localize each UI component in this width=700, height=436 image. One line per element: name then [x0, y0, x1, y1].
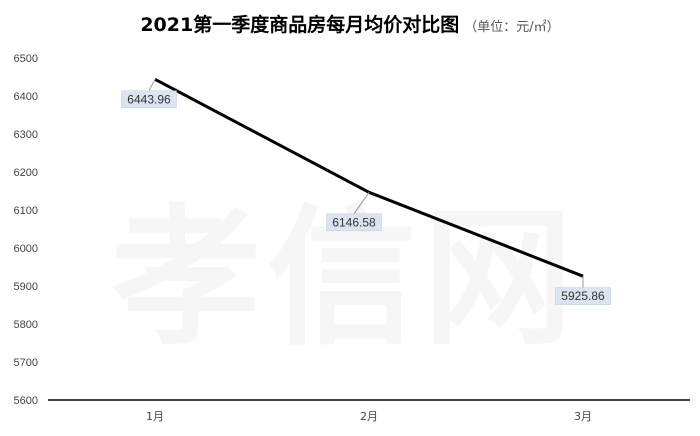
data-labels: 6443.96 6146.58 5925.86 [121, 79, 611, 305]
y-tick-label: 6500 [14, 53, 38, 65]
y-tick-label: 6000 [14, 243, 38, 255]
y-tick-label: 5900 [14, 281, 38, 293]
y-tick-label: 6300 [14, 129, 38, 141]
y-axis: 5600 5700 5800 5900 6000 6100 6200 6300 6400 6500 [14, 53, 38, 407]
chart-title-unit: （单位：元/㎡） [464, 20, 559, 35]
y-tick-label: 5800 [14, 319, 38, 331]
data-label: 6146.58 [332, 215, 376, 229]
x-axis: 1月 2月 3月 [146, 410, 592, 423]
data-label-leader [148, 79, 156, 92]
y-tick-label: 6100 [14, 205, 38, 217]
y-tick-label: 5700 [14, 357, 38, 369]
y-tick-label: 6200 [14, 167, 38, 179]
data-label-leader [353, 192, 370, 215]
chart-title: 2021第一季度商品房每月均价对比图 （单位：元/㎡） [140, 13, 559, 36]
x-tick-label: 1月 [146, 410, 164, 423]
data-label: 5925.86 [561, 289, 605, 303]
x-tick-label: 2月 [360, 410, 378, 423]
data-label: 6443.96 [127, 92, 171, 106]
data-label-box [555, 287, 611, 305]
data-label-box [121, 90, 177, 109]
data-label-box [326, 213, 382, 232]
y-tick-label: 6400 [14, 91, 38, 103]
x-tick-label: 3月 [574, 410, 592, 423]
y-tick-label: 5600 [14, 395, 38, 407]
chart-title-main: 2021第一季度商品房每月均价对比图 [140, 13, 459, 36]
